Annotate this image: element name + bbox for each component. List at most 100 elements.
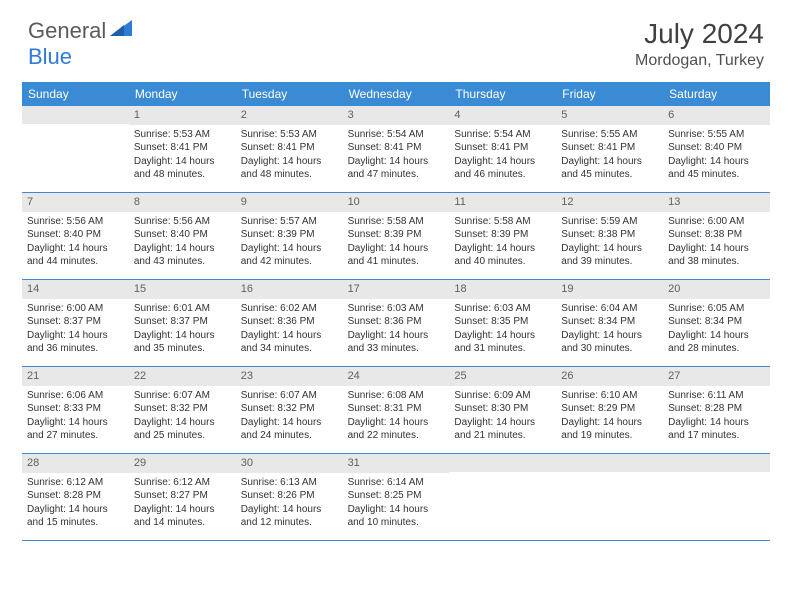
calendar-cell: 8Sunrise: 5:56 AMSunset: 8:40 PMDaylight…: [129, 193, 236, 279]
calendar-week: 21Sunrise: 6:06 AMSunset: 8:33 PMDayligh…: [22, 367, 770, 454]
sunrise-text: Sunrise: 6:09 AM: [454, 389, 551, 403]
day-body: Sunrise: 6:00 AMSunset: 8:37 PMDaylight:…: [22, 299, 129, 360]
day-body: [449, 472, 556, 479]
day-number: 11: [449, 193, 556, 212]
sunrise-text: Sunrise: 5:55 AM: [561, 128, 658, 142]
day-name-thu: Thursday: [449, 82, 556, 106]
daylight-text: Daylight: 14 hours and 44 minutes.: [27, 242, 124, 269]
sunset-text: Sunset: 8:31 PM: [348, 402, 445, 416]
sunset-text: Sunset: 8:39 PM: [454, 228, 551, 242]
day-name-sat: Saturday: [663, 82, 770, 106]
daylight-text: Daylight: 14 hours and 35 minutes.: [134, 329, 231, 356]
day-body: Sunrise: 6:02 AMSunset: 8:36 PMDaylight:…: [236, 299, 343, 360]
sunrise-text: Sunrise: 5:53 AM: [241, 128, 338, 142]
calendar-cell: 10Sunrise: 5:58 AMSunset: 8:39 PMDayligh…: [343, 193, 450, 279]
calendar-cell: 17Sunrise: 6:03 AMSunset: 8:36 PMDayligh…: [343, 280, 450, 366]
calendar-cell: 19Sunrise: 6:04 AMSunset: 8:34 PMDayligh…: [556, 280, 663, 366]
day-number: 10: [343, 193, 450, 212]
day-body: Sunrise: 6:07 AMSunset: 8:32 PMDaylight:…: [129, 386, 236, 447]
day-number: 23: [236, 367, 343, 386]
sunset-text: Sunset: 8:39 PM: [241, 228, 338, 242]
sunrise-text: Sunrise: 5:58 AM: [348, 215, 445, 229]
logo: General: [28, 18, 134, 44]
sunrise-text: Sunrise: 5:56 AM: [27, 215, 124, 229]
sunrise-text: Sunrise: 5:58 AM: [454, 215, 551, 229]
daylight-text: Daylight: 14 hours and 25 minutes.: [134, 416, 231, 443]
day-body: Sunrise: 6:06 AMSunset: 8:33 PMDaylight:…: [22, 386, 129, 447]
sunrise-text: Sunrise: 5:54 AM: [454, 128, 551, 142]
day-body: Sunrise: 6:14 AMSunset: 8:25 PMDaylight:…: [343, 473, 450, 534]
daylight-text: Daylight: 14 hours and 31 minutes.: [454, 329, 551, 356]
day-body: Sunrise: 6:03 AMSunset: 8:35 PMDaylight:…: [449, 299, 556, 360]
sunset-text: Sunset: 8:40 PM: [134, 228, 231, 242]
day-number: 17: [343, 280, 450, 299]
day-name-sun: Sunday: [22, 82, 129, 106]
day-body: Sunrise: 6:09 AMSunset: 8:30 PMDaylight:…: [449, 386, 556, 447]
calendar-cell: 28Sunrise: 6:12 AMSunset: 8:28 PMDayligh…: [22, 454, 129, 540]
day-body: Sunrise: 5:56 AMSunset: 8:40 PMDaylight:…: [129, 212, 236, 273]
day-number: 1: [129, 106, 236, 125]
sunset-text: Sunset: 8:27 PM: [134, 489, 231, 503]
sunrise-text: Sunrise: 6:12 AM: [27, 476, 124, 490]
sunset-text: Sunset: 8:29 PM: [561, 402, 658, 416]
daylight-text: Daylight: 14 hours and 15 minutes.: [27, 503, 124, 530]
calendar-cell: 7Sunrise: 5:56 AMSunset: 8:40 PMDaylight…: [22, 193, 129, 279]
calendar-cell: 26Sunrise: 6:10 AMSunset: 8:29 PMDayligh…: [556, 367, 663, 453]
sunset-text: Sunset: 8:41 PM: [348, 141, 445, 155]
day-number: 15: [129, 280, 236, 299]
day-body: Sunrise: 6:04 AMSunset: 8:34 PMDaylight:…: [556, 299, 663, 360]
title-block: July 2024 Mordogan, Turkey: [635, 18, 764, 70]
sunrise-text: Sunrise: 6:03 AM: [348, 302, 445, 316]
day-body: Sunrise: 6:05 AMSunset: 8:34 PMDaylight:…: [663, 299, 770, 360]
day-number: 5: [556, 106, 663, 125]
day-name-fri: Friday: [556, 82, 663, 106]
location: Mordogan, Turkey: [635, 52, 764, 70]
day-body: [556, 472, 663, 479]
day-number: [22, 106, 129, 124]
day-body: Sunrise: 6:07 AMSunset: 8:32 PMDaylight:…: [236, 386, 343, 447]
day-number: 6: [663, 106, 770, 125]
sunset-text: Sunset: 8:36 PM: [348, 315, 445, 329]
sunrise-text: Sunrise: 5:56 AM: [134, 215, 231, 229]
day-body: Sunrise: 5:59 AMSunset: 8:38 PMDaylight:…: [556, 212, 663, 273]
day-body: Sunrise: 5:53 AMSunset: 8:41 PMDaylight:…: [236, 125, 343, 186]
day-number: 21: [22, 367, 129, 386]
calendar: Sunday Monday Tuesday Wednesday Thursday…: [22, 82, 770, 541]
daylight-text: Daylight: 14 hours and 14 minutes.: [134, 503, 231, 530]
sunset-text: Sunset: 8:25 PM: [348, 489, 445, 503]
header: General July 2024 Mordogan, Turkey: [0, 0, 792, 78]
calendar-cell: 24Sunrise: 6:08 AMSunset: 8:31 PMDayligh…: [343, 367, 450, 453]
daylight-text: Daylight: 14 hours and 19 minutes.: [561, 416, 658, 443]
calendar-cell: 27Sunrise: 6:11 AMSunset: 8:28 PMDayligh…: [663, 367, 770, 453]
day-number: 27: [663, 367, 770, 386]
logo-triangle-icon: [110, 20, 132, 43]
sunrise-text: Sunrise: 6:12 AM: [134, 476, 231, 490]
day-body: Sunrise: 6:12 AMSunset: 8:28 PMDaylight:…: [22, 473, 129, 534]
sunset-text: Sunset: 8:38 PM: [668, 228, 765, 242]
day-name-wed: Wednesday: [343, 82, 450, 106]
calendar-cell: 12Sunrise: 5:59 AMSunset: 8:38 PMDayligh…: [556, 193, 663, 279]
day-number: 29: [129, 454, 236, 473]
day-number: [663, 454, 770, 472]
sunset-text: Sunset: 8:26 PM: [241, 489, 338, 503]
sunset-text: Sunset: 8:32 PM: [241, 402, 338, 416]
calendar-cell: 5Sunrise: 5:55 AMSunset: 8:41 PMDaylight…: [556, 106, 663, 192]
day-number: 25: [449, 367, 556, 386]
day-body: Sunrise: 5:55 AMSunset: 8:41 PMDaylight:…: [556, 125, 663, 186]
calendar-cell: 13Sunrise: 6:00 AMSunset: 8:38 PMDayligh…: [663, 193, 770, 279]
day-number: 20: [663, 280, 770, 299]
day-number: [556, 454, 663, 472]
daylight-text: Daylight: 14 hours and 45 minutes.: [668, 155, 765, 182]
daylight-text: Daylight: 14 hours and 27 minutes.: [27, 416, 124, 443]
day-number: 9: [236, 193, 343, 212]
daylight-text: Daylight: 14 hours and 42 minutes.: [241, 242, 338, 269]
calendar-cell: 4Sunrise: 5:54 AMSunset: 8:41 PMDaylight…: [449, 106, 556, 192]
sunrise-text: Sunrise: 6:00 AM: [668, 215, 765, 229]
day-body: Sunrise: 6:10 AMSunset: 8:29 PMDaylight:…: [556, 386, 663, 447]
day-number: 3: [343, 106, 450, 125]
calendar-week: 1Sunrise: 5:53 AMSunset: 8:41 PMDaylight…: [22, 106, 770, 193]
day-number: [449, 454, 556, 472]
daylight-text: Daylight: 14 hours and 38 minutes.: [668, 242, 765, 269]
day-body: Sunrise: 5:55 AMSunset: 8:40 PMDaylight:…: [663, 125, 770, 186]
sunrise-text: Sunrise: 6:06 AM: [27, 389, 124, 403]
